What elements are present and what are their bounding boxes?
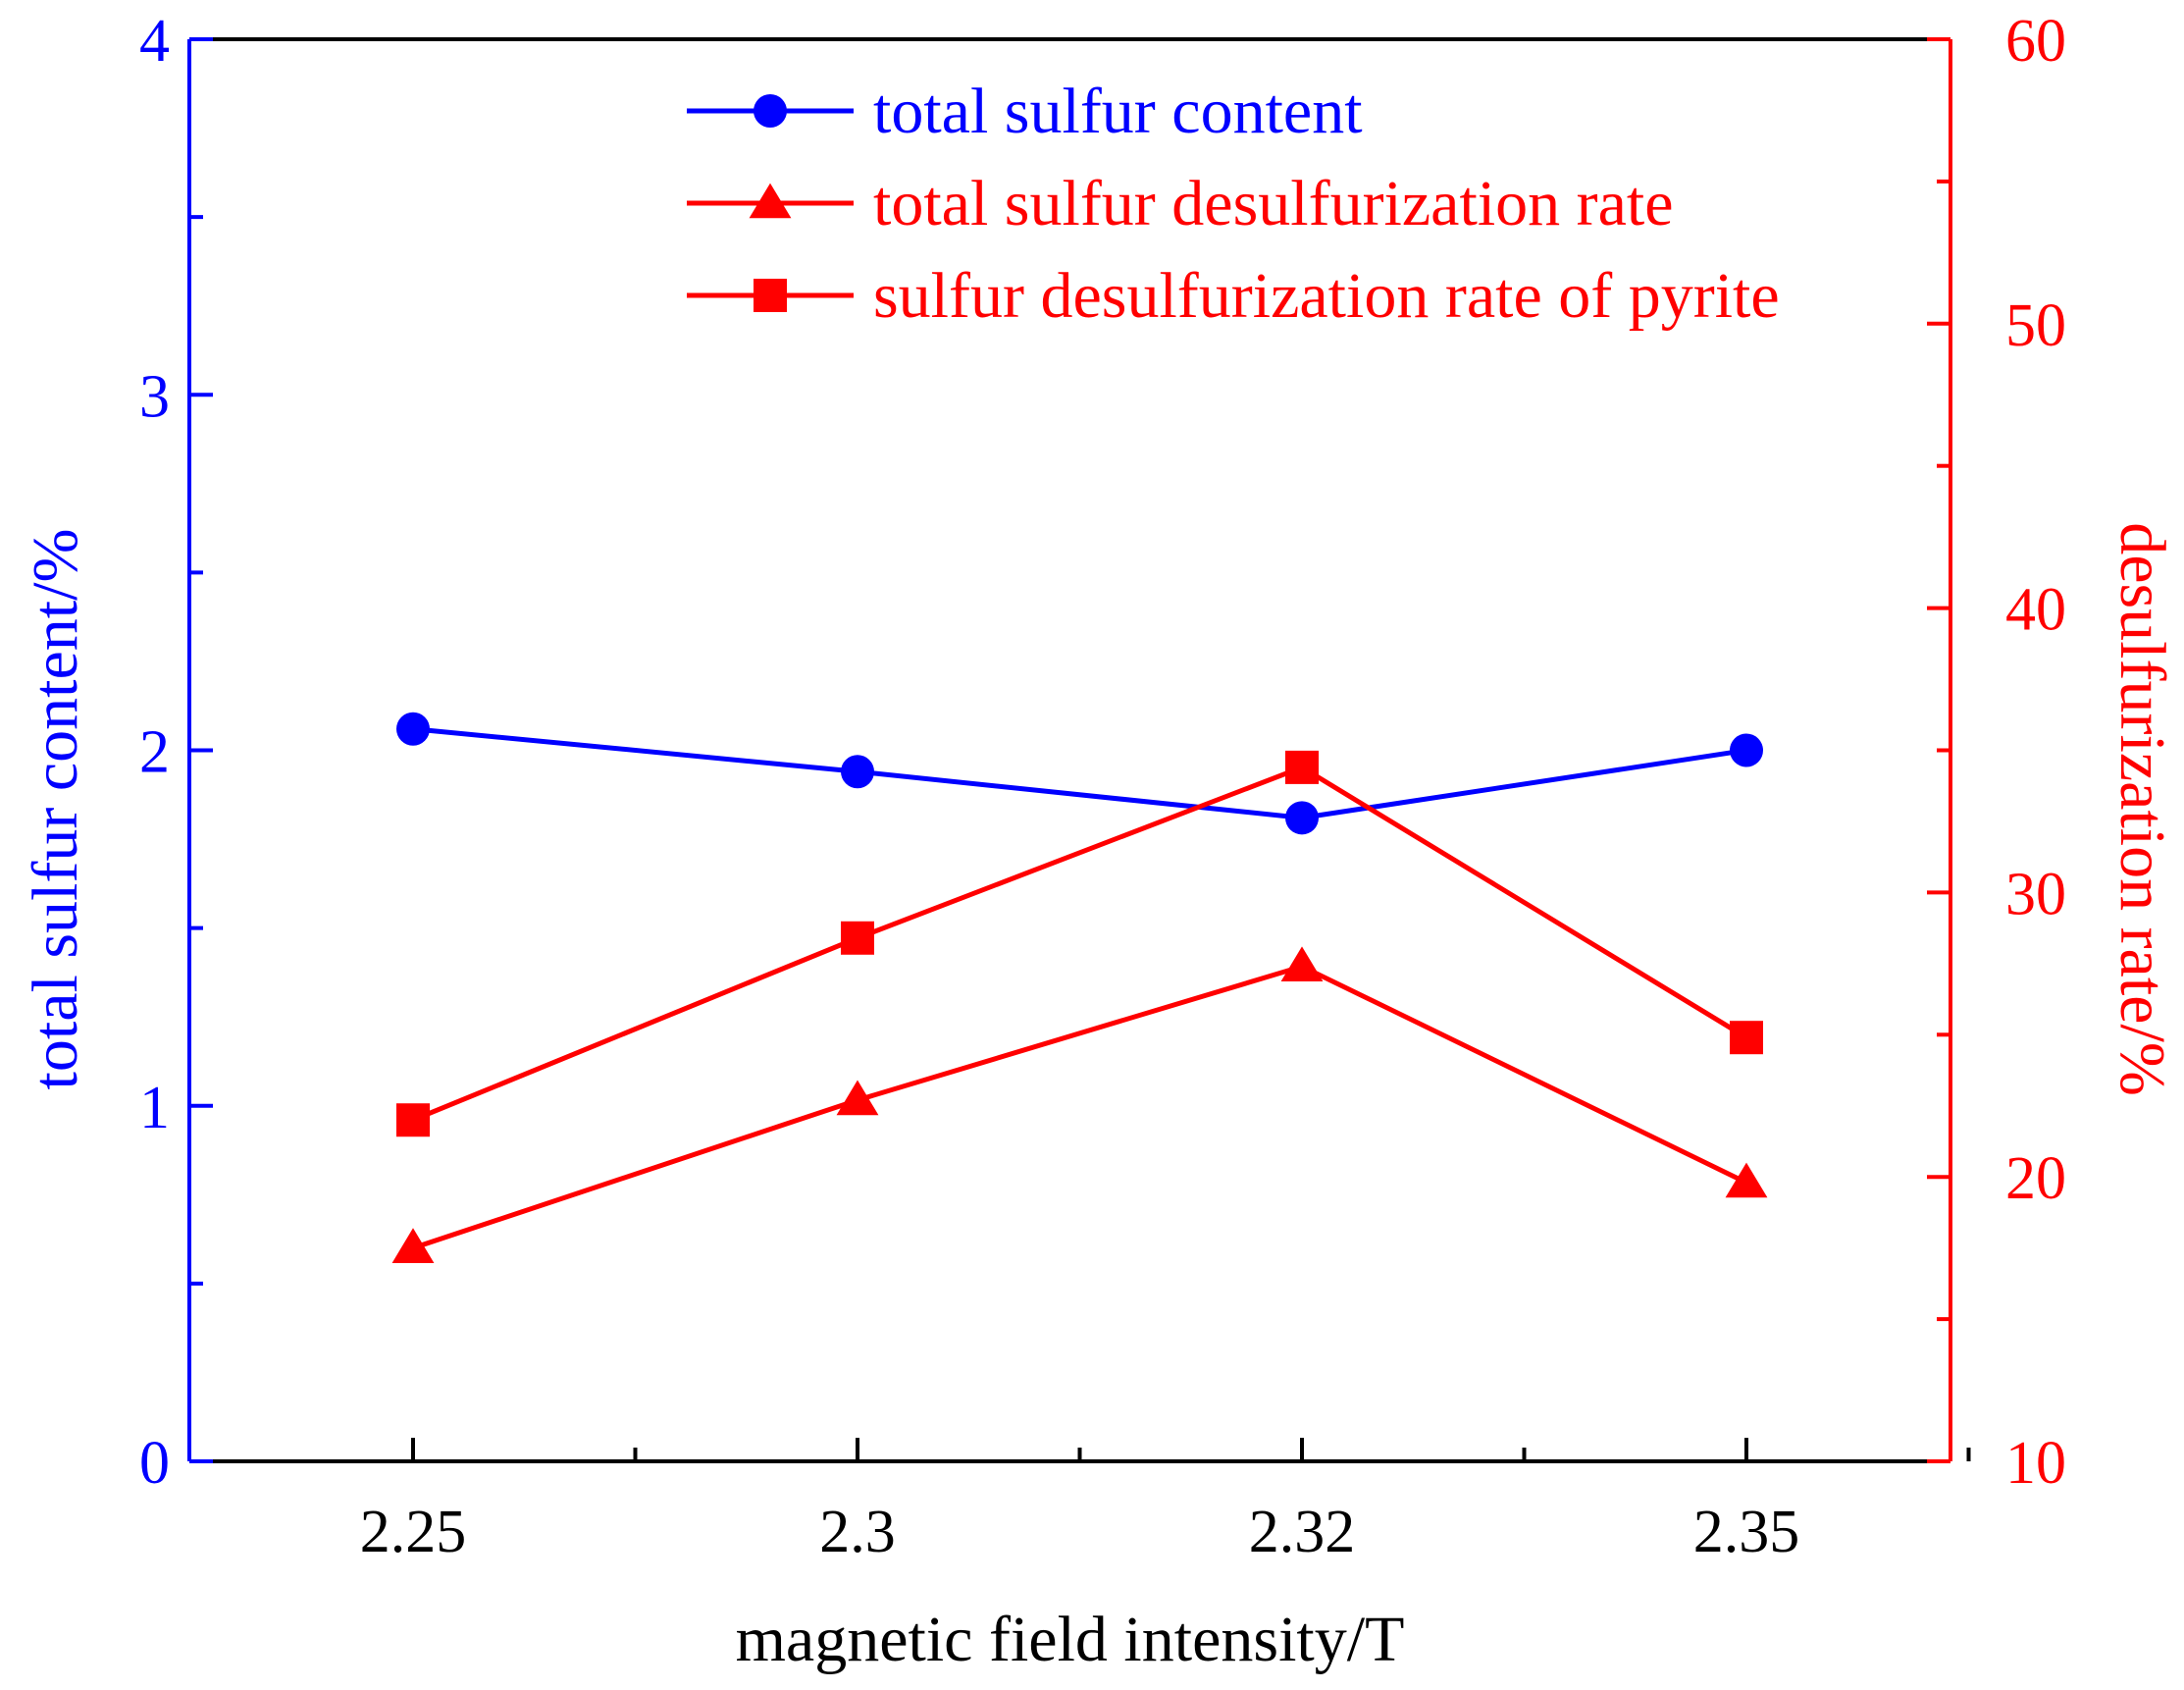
right-tick-label: 30 <box>2005 861 2066 927</box>
data-point-square <box>841 921 874 955</box>
data-point-triangle <box>836 1080 879 1116</box>
data-point-circle <box>1730 733 1763 767</box>
x-tick-label: 2.3 <box>819 1499 896 1565</box>
right-tick-label: 40 <box>2005 577 2066 644</box>
right-y-axis-title: desulfurization rate/% <box>2106 522 2178 1096</box>
legend: total sulfur content total sulfur desulfu… <box>687 76 1780 332</box>
right-tick-label: 60 <box>2005 8 2066 75</box>
left-tick-label: 2 <box>139 719 170 786</box>
legend-marker-square <box>754 279 787 312</box>
x-tick-label: 2.25 <box>360 1499 467 1565</box>
left-tick-label: 4 <box>139 8 170 75</box>
legend-marker-circle <box>754 94 787 128</box>
x-tick-label: 2.32 <box>1249 1499 1356 1565</box>
right-y-axis: 10 20 30 40 50 60 <box>1927 8 2066 1497</box>
plot-frame <box>189 37 1950 1463</box>
left-tick-label: 1 <box>139 1075 170 1141</box>
left-tick-label: 3 <box>139 363 170 430</box>
left-tick-label: 0 <box>139 1430 170 1497</box>
right-tick-label: 50 <box>2005 292 2066 359</box>
data-point-triangle <box>1725 1162 1768 1198</box>
legend-label-circle: total sulfur content <box>873 76 1363 147</box>
series-group <box>391 712 1768 1263</box>
x-tick-label: 2.35 <box>1693 1499 1800 1565</box>
left-y-axis: 0 1 2 3 4 <box>139 8 213 1497</box>
data-point-triangle <box>391 1228 435 1263</box>
data-point-square <box>1730 1021 1763 1055</box>
x-axis-title: magnetic field intensity/T <box>736 1604 1405 1675</box>
x-axis: 2.25 2.3 2.32 2.35 <box>360 1438 1971 1565</box>
legend-marker-triangle <box>749 183 792 219</box>
right-tick-label: 20 <box>2005 1145 2066 1212</box>
legend-label-square: sulfur desulfurization rate of pyrite <box>873 260 1780 332</box>
data-point-circle <box>841 755 874 789</box>
data-point-circle <box>396 712 430 746</box>
legend-label-triangle: total sulfur desulfurization rate <box>873 168 1674 239</box>
series-line-circle <box>412 726 1747 820</box>
data-point-square <box>396 1103 430 1137</box>
left-y-axis-title: total sulfur content/% <box>20 529 91 1090</box>
right-tick-label: 10 <box>2005 1430 2066 1497</box>
data-point-triangle <box>1280 946 1324 982</box>
series-line-square <box>412 765 1748 1123</box>
data-point-square <box>1285 750 1319 784</box>
data-point-circle <box>1285 801 1319 835</box>
series-line-triangle <box>412 964 1748 1251</box>
